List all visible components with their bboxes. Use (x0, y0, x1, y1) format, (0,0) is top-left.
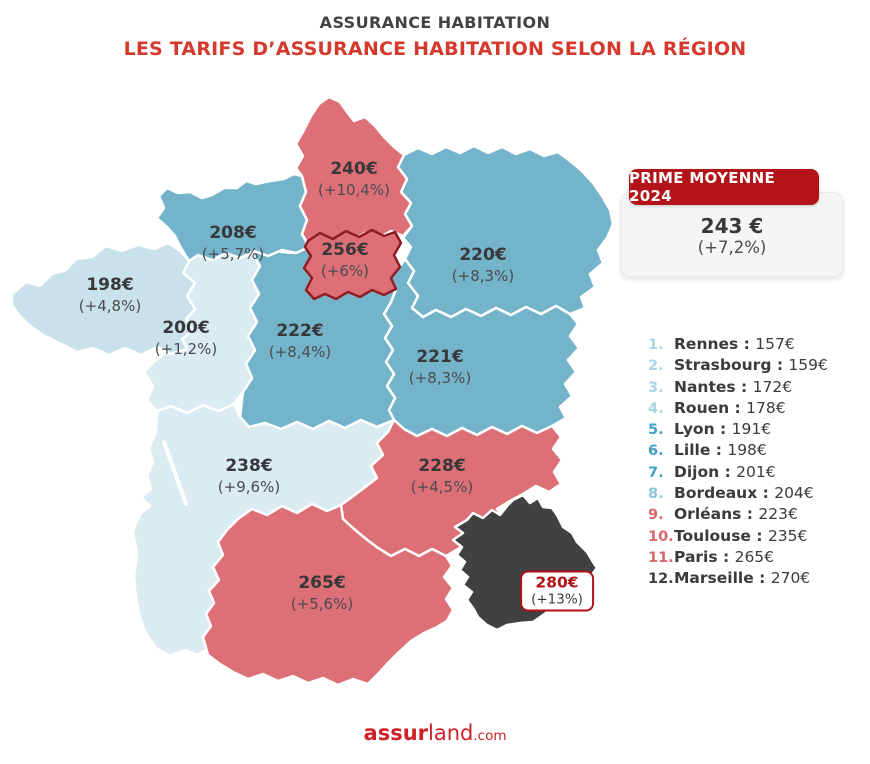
city-item-dijon: 7. Dijon : 201€ (648, 462, 863, 483)
city-price: 198€ (727, 441, 767, 460)
city-name: Bordeaux : (674, 484, 775, 503)
city-rank: 9. (648, 507, 664, 524)
city-item-lyon: 5. Lyon : 191€ (648, 419, 863, 440)
city-name: Orléans : (674, 505, 759, 524)
city-name: Strasbourg : (674, 356, 789, 375)
city-item-bordeaux: 8. Bordeaux : 204€ (648, 483, 863, 504)
city-rank: 5. (648, 422, 664, 439)
city-price: 172€ (752, 377, 793, 396)
city-item-lille: 6. Lille : 198€ (648, 440, 863, 461)
city-name: Paris : (674, 547, 735, 566)
region-grand-est (396, 144, 615, 319)
city-name: Dijon : (674, 462, 737, 481)
city-name: Marseille : (674, 569, 771, 588)
city-name: Toulouse : (674, 526, 768, 545)
region-hauts-de-france (294, 95, 414, 246)
city-item-toulouse: 10.Toulouse : 235€ (648, 526, 863, 547)
city-rank: 11. (648, 549, 674, 566)
city-rank: 3. (648, 379, 664, 396)
city-rank: 1. (648, 337, 664, 353)
city-list: 1. Rennes : 157€ 2. Strasbourg : 159€ 3. Nant… (648, 334, 863, 590)
city-rank: 12. (648, 571, 674, 588)
city-price: 270€ (770, 569, 811, 588)
page-title: LES TARIFS D’ASSURANCE HABITATION SELON … (123, 38, 747, 60)
city-price: 157€ (755, 335, 795, 353)
city-item-marseille: 12.Marseille : 270€ (648, 568, 863, 589)
region-occitanie (201, 502, 455, 687)
city-item-nantes: 3. Nantes : 172€ (648, 377, 863, 398)
kicker-title: ASSURANCE HABITATION (319, 13, 551, 32)
region-provence-alpes-cote-d-azur (451, 493, 599, 632)
city-rank: 8. (648, 486, 664, 503)
city-price: 265€ (734, 547, 775, 566)
city-rank: 7. (648, 464, 664, 481)
city-name: Rennes : (674, 335, 756, 353)
city-price: 235€ (767, 526, 808, 545)
city-item-rennes: 1. Rennes : 157€ (648, 334, 863, 355)
city-rank: 2. (648, 358, 664, 375)
region-ile-de-france (302, 228, 403, 301)
city-item-strasbourg: 2. Strasbourg : 159€ (648, 355, 863, 376)
region-normandie (155, 172, 311, 263)
city-name: Lyon : (674, 420, 732, 439)
city-price: 178€ (746, 398, 786, 417)
city-price: 159€ (788, 356, 828, 375)
gironde-estuary (162, 440, 188, 506)
city-item-rouen: 4. Rouen : 178€ (648, 398, 863, 419)
city-price: 191€ (731, 420, 772, 439)
city-rank: 6. (648, 443, 664, 460)
prime-average-card: 243 € (+7,2%) (621, 192, 843, 277)
assurland-logo: assurland.com (364, 721, 507, 748)
city-name: Rouen : (674, 398, 747, 417)
city-item-orleans: 9. Orléans : 223€ (648, 504, 863, 525)
city-name: Lille : (674, 441, 728, 460)
city-item-paris: 11.Paris : 265€ (648, 547, 863, 568)
logo-part-tld: .com (473, 728, 507, 744)
city-rank: 10. (648, 528, 674, 545)
logo-part-bold: assur (363, 721, 429, 745)
region-bretagne (10, 241, 197, 357)
logo-part-light: land (428, 721, 474, 745)
prime-average-badge: PRIME MOYENNE 2024 (629, 169, 819, 205)
city-name: Nantes : (674, 377, 753, 396)
prime-average-value: 243 € (700, 214, 764, 238)
city-price: 223€ (758, 505, 798, 524)
city-price: 204€ (774, 484, 814, 503)
prime-average-change: (+7,2%) (697, 238, 767, 257)
city-rank: 4. (648, 400, 664, 417)
city-price: 201€ (736, 462, 776, 481)
